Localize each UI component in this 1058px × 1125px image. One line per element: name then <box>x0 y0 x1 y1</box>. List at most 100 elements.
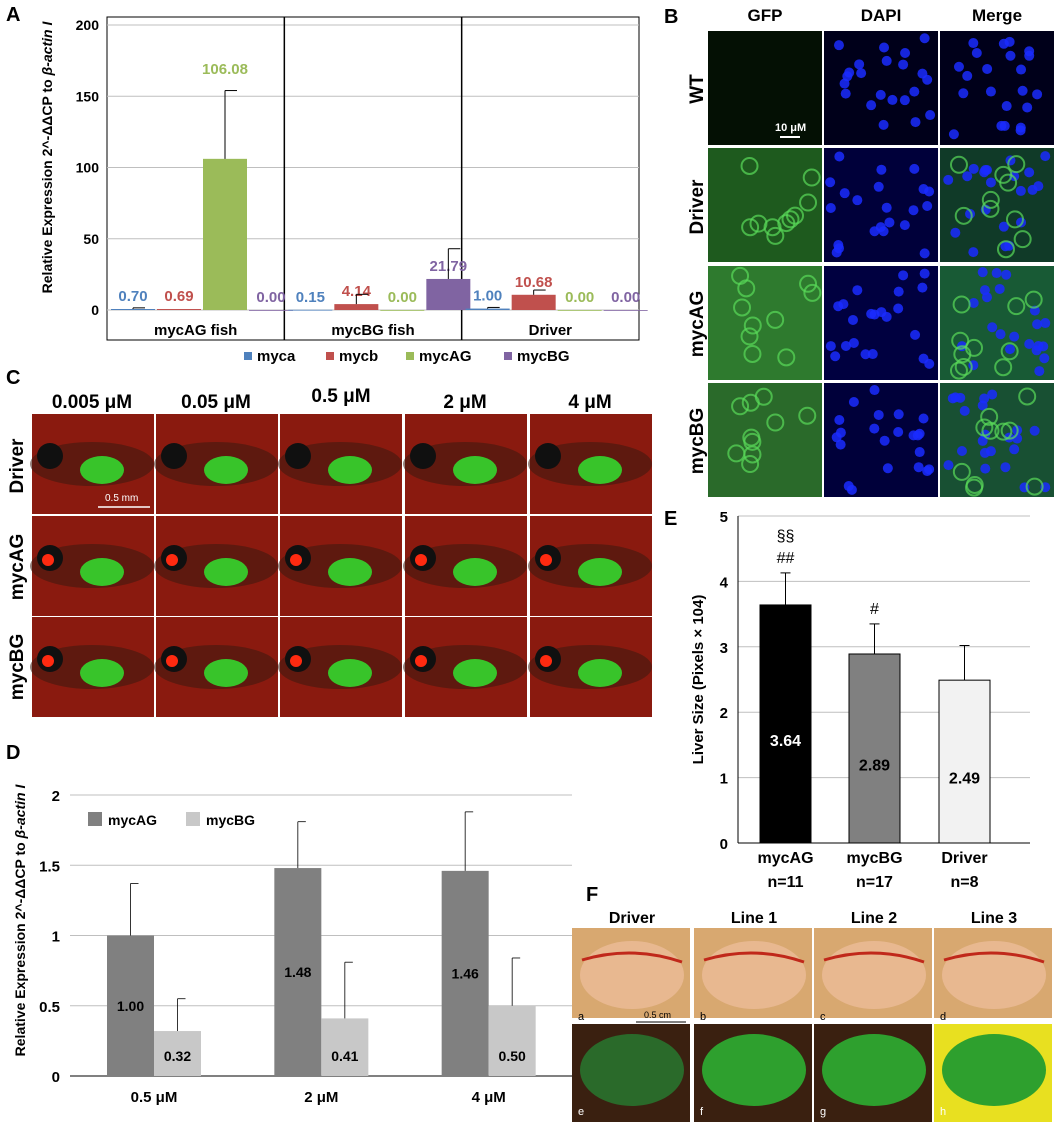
y-axis-label: Relative Expression 2^-ΔΔCP to β-actin I <box>39 21 55 294</box>
nucleus <box>854 59 865 70</box>
nucleus <box>1039 353 1050 364</box>
nucleus <box>943 460 954 471</box>
nucleus <box>971 47 982 58</box>
chart-d-data-label: 0.50 <box>499 1048 526 1064</box>
chart-d-legend-swatch <box>88 812 102 826</box>
chart-d-ytick: 2 <box>52 788 60 805</box>
nucleus <box>878 119 889 130</box>
nucleus <box>856 68 867 79</box>
gfp-cell <box>1007 297 1026 316</box>
nucleus <box>962 171 973 182</box>
chart-e-annotation: §§ <box>777 528 795 545</box>
nucleus <box>962 70 973 81</box>
nucleus <box>1024 167 1035 178</box>
chart-a-legend-label: myca <box>257 348 296 365</box>
nucleus <box>1031 345 1042 356</box>
chart-d-bar <box>321 1018 369 1076</box>
nucleus <box>925 110 936 121</box>
chart-e-annotation: # <box>870 601 879 618</box>
nucleus <box>1022 102 1033 113</box>
chart-e-ytick: 4 <box>720 574 729 591</box>
chart-d-data-label: 1.46 <box>452 965 479 981</box>
chart-e-ylabel: Liver Size (Pixels × 104) <box>690 595 707 765</box>
panel-c-row-mycag: mycAG <box>7 533 28 601</box>
gfp-cell <box>975 418 994 437</box>
nucleus <box>1015 185 1026 196</box>
chart-d-category: 4 μM <box>472 1089 506 1106</box>
nucleus <box>1032 89 1043 100</box>
blood-vessel <box>703 951 805 964</box>
chart-e-ylabel-group: Liver Size (Pixels × 104) <box>690 595 707 765</box>
nucleus <box>909 163 920 174</box>
nucleus <box>956 445 967 456</box>
panel-b-image-cell <box>708 148 822 262</box>
nucleus <box>914 447 925 458</box>
chart-d-ytick: 0 <box>52 1069 60 1086</box>
nucleus <box>977 435 988 446</box>
gfp-cell <box>1005 210 1024 229</box>
panel-label-d: D <box>6 742 21 764</box>
nucleus <box>881 202 892 213</box>
nucleus <box>977 267 988 278</box>
chart-a-legend-label: mycBG <box>517 348 570 365</box>
chart-e-bar <box>759 604 812 844</box>
nucleus <box>833 40 844 51</box>
nucleus <box>922 74 933 85</box>
panel-label-f: F <box>586 884 599 906</box>
fish-liver <box>328 456 372 484</box>
chart-d-bar <box>107 935 154 1076</box>
chart-a-data-label: 0.00 <box>611 289 640 306</box>
gfp-cell <box>733 298 752 317</box>
nucleus <box>1040 318 1051 329</box>
chart-a-data-label: 106.08 <box>202 61 248 78</box>
nucleus <box>846 484 857 495</box>
nucleus <box>898 59 909 70</box>
chart-a-ytick: 50 <box>83 231 99 247</box>
panel-f-letter-e: e <box>578 1106 585 1118</box>
panel-f-col-line2: Line 2 <box>850 910 898 927</box>
gfp-cell <box>743 344 762 363</box>
nucleus <box>893 303 904 314</box>
gfp-cell <box>996 240 1015 259</box>
chart-e-sublabel: n=11 <box>767 874 803 891</box>
fish-liver <box>578 558 622 586</box>
chart-a-data-label: 0.00 <box>388 289 417 306</box>
gfp-cell <box>954 206 973 225</box>
nucleus <box>1015 125 1026 136</box>
gfp-cell <box>766 310 785 329</box>
nucleus <box>825 341 836 352</box>
chart-a-bar <box>288 309 333 311</box>
nucleus <box>1024 50 1035 61</box>
gfp-cell <box>741 218 760 237</box>
fish-eye-marker <box>290 655 302 667</box>
chart-d-ytick: 1.5 <box>39 858 60 875</box>
panel-b-row-wt: WT <box>687 74 708 104</box>
fish-eye <box>535 443 561 469</box>
panel-f-letter-h: h <box>940 1106 947 1118</box>
nucleus <box>1005 344 1016 355</box>
chart-e-ytick: 2 <box>720 705 728 722</box>
fish-eye-marker <box>166 655 178 667</box>
chart-e-annotation: ## <box>777 550 795 567</box>
nucleus <box>998 221 1009 232</box>
chart-a-ytick: 100 <box>76 160 100 176</box>
chart-a-bar <box>557 310 602 311</box>
panel-b-row-mycbg: mycBG <box>687 407 708 475</box>
nucleus <box>848 396 859 407</box>
nucleus <box>1017 85 1028 96</box>
gfp-cell <box>1013 230 1032 249</box>
nucleus <box>948 129 959 140</box>
liver-brightfield <box>942 941 1046 1009</box>
chart-a-bar <box>249 310 293 311</box>
gfp-cell <box>954 357 973 376</box>
chart-d-data-label: 1.00 <box>117 998 144 1014</box>
gfp-cell <box>766 413 785 432</box>
panel-b-col-gfp: GFP <box>747 6 783 25</box>
nucleus <box>887 94 898 105</box>
nucleus <box>898 270 909 281</box>
fish-liver <box>578 659 622 687</box>
nucleus <box>985 177 996 188</box>
fish-liver <box>80 558 124 586</box>
panel-f-letter-b: b <box>700 1011 707 1023</box>
fish-eye-marker <box>166 554 178 566</box>
